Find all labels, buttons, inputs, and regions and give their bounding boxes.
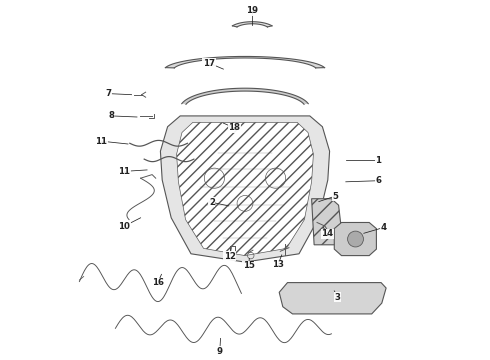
Text: 9: 9: [217, 346, 223, 356]
Polygon shape: [166, 57, 324, 68]
Text: 4: 4: [381, 223, 387, 232]
Text: 17: 17: [203, 58, 215, 68]
Polygon shape: [312, 199, 342, 245]
Polygon shape: [176, 122, 314, 256]
Text: 11: 11: [95, 136, 107, 145]
Text: 3: 3: [335, 292, 341, 302]
Text: 13: 13: [272, 260, 284, 269]
Text: 5: 5: [332, 192, 338, 201]
Text: 6: 6: [375, 176, 381, 185]
Text: 19: 19: [246, 6, 258, 15]
Text: 12: 12: [224, 252, 236, 261]
Polygon shape: [334, 222, 376, 256]
Text: 10: 10: [119, 222, 130, 231]
Polygon shape: [279, 283, 386, 314]
Text: 1: 1: [375, 156, 381, 165]
Polygon shape: [182, 88, 308, 104]
Text: 15: 15: [243, 261, 254, 270]
Text: 16: 16: [152, 278, 164, 287]
Circle shape: [347, 231, 364, 247]
Polygon shape: [232, 22, 272, 27]
Text: 8: 8: [109, 111, 115, 120]
Text: 11: 11: [119, 167, 130, 176]
Text: 2: 2: [209, 198, 215, 207]
Text: 18: 18: [228, 123, 240, 132]
Polygon shape: [160, 116, 330, 262]
Text: 7: 7: [105, 89, 111, 98]
Text: 14: 14: [321, 230, 333, 239]
